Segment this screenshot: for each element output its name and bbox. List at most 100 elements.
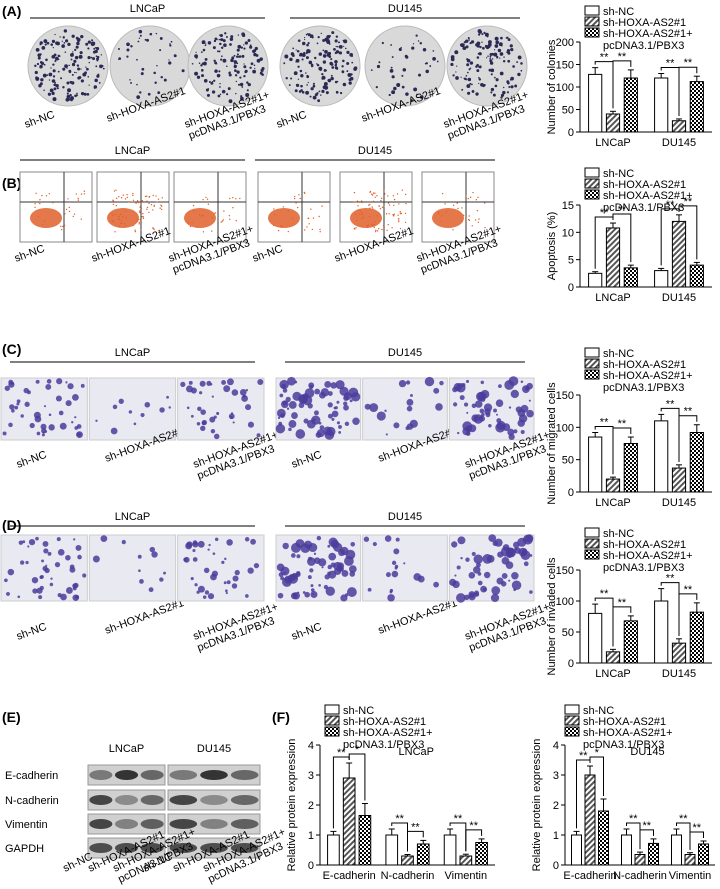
colony <box>494 76 496 79</box>
event <box>387 195 389 197</box>
cell <box>148 587 154 593</box>
significance-bracket <box>348 753 366 801</box>
significance-label: ** <box>469 820 478 832</box>
colony <box>237 34 240 36</box>
cell <box>435 403 443 411</box>
colony <box>229 43 232 46</box>
colony <box>478 82 480 85</box>
significance-label: ** <box>579 750 588 762</box>
colony <box>217 94 221 98</box>
colony <box>139 34 142 37</box>
significance-bracket <box>678 66 698 116</box>
colony <box>338 44 343 49</box>
colony <box>481 33 484 36</box>
colony <box>202 61 207 66</box>
legend-swatch <box>564 704 580 715</box>
cell <box>506 551 513 558</box>
event <box>228 214 231 217</box>
colony <box>90 42 95 47</box>
colony <box>196 75 201 79</box>
colony <box>331 66 335 69</box>
cell <box>406 405 413 412</box>
event <box>60 225 62 228</box>
transwell-image <box>275 534 362 602</box>
colony <box>470 40 475 44</box>
group-label: DU145 <box>388 511 422 523</box>
event <box>222 219 225 221</box>
cell <box>42 540 49 547</box>
cell <box>409 393 413 397</box>
cell <box>296 554 301 559</box>
blot-band <box>230 819 259 829</box>
colony <box>307 42 310 45</box>
colony <box>508 85 511 89</box>
group-label: DU145 <box>388 3 422 15</box>
cell <box>389 590 393 594</box>
legend-label: sh-NC <box>603 168 634 180</box>
cell <box>47 551 52 556</box>
event <box>472 191 474 194</box>
x-tick-label: DU145 <box>662 668 696 680</box>
event <box>359 210 362 213</box>
colony <box>471 90 475 93</box>
cell <box>523 561 529 567</box>
legend-label: sh-HOXA-AS2#1+ pcDNA3.1/PBX3 <box>603 190 693 214</box>
colony <box>61 40 63 42</box>
cell <box>324 381 332 388</box>
legend-label: sh-HOXA-AS2#1 <box>603 179 686 191</box>
cell <box>372 542 377 547</box>
sample-label: sh-NC <box>15 621 48 643</box>
cell <box>28 539 36 546</box>
colony <box>218 50 221 53</box>
event <box>371 223 373 225</box>
colony <box>39 65 43 69</box>
colony <box>136 95 141 100</box>
panel-label: (F) <box>272 709 290 725</box>
colony <box>462 48 465 50</box>
event <box>445 211 447 213</box>
significance-label: ** <box>666 573 675 585</box>
colony <box>346 61 350 65</box>
colony <box>200 64 203 67</box>
cell <box>384 409 387 413</box>
event <box>369 203 371 206</box>
event <box>115 189 117 191</box>
event <box>211 217 213 219</box>
cell <box>73 538 76 541</box>
colony <box>53 53 57 57</box>
colony <box>59 55 61 57</box>
cell-cloud <box>350 208 382 228</box>
significance-label: * <box>595 747 600 759</box>
cell-cloud <box>30 208 62 228</box>
colony <box>244 70 247 74</box>
event <box>132 199 135 201</box>
colony <box>243 47 246 50</box>
legend-swatch <box>584 369 600 380</box>
colony <box>478 76 480 79</box>
y-tick-label: 2 <box>308 800 314 812</box>
colony <box>233 54 236 57</box>
legend-swatch <box>584 358 600 369</box>
blot-strip <box>87 789 166 811</box>
event <box>376 215 378 217</box>
significance-label: ** <box>684 196 693 208</box>
colony <box>54 60 57 63</box>
event <box>235 198 237 200</box>
colony <box>331 31 335 35</box>
cell <box>9 404 15 410</box>
cell <box>232 575 239 582</box>
colony-plate <box>364 25 446 107</box>
event <box>484 226 486 229</box>
colony <box>243 44 245 46</box>
colony <box>510 85 514 89</box>
colony <box>87 40 91 44</box>
sample-label: sh-NC <box>275 109 308 131</box>
event <box>287 230 290 233</box>
blot-band <box>200 770 228 780</box>
event <box>160 204 162 206</box>
event <box>232 196 234 199</box>
colony <box>466 84 471 89</box>
x-tick-label: N-cadherin <box>381 870 435 882</box>
colony <box>202 48 206 52</box>
event <box>306 226 308 228</box>
